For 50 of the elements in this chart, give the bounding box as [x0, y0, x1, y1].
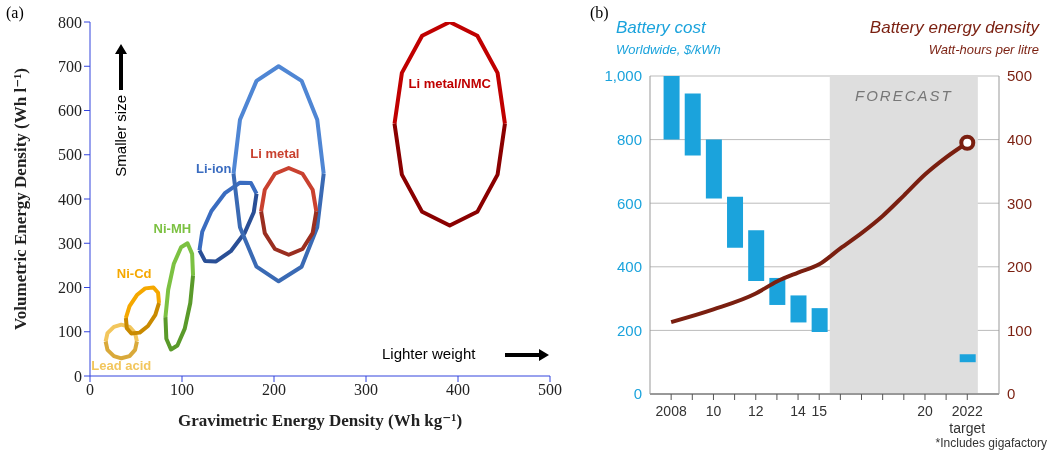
text: Watt-hours per litre: [928, 42, 1039, 57]
chart-title: (a): [6, 4, 24, 22]
y2-tick-label: 400: [1007, 130, 1033, 148]
x-tick-label: 400: [446, 381, 470, 399]
y-tick-label: 300: [58, 234, 82, 252]
y-tick-label: 600: [58, 102, 82, 120]
annotation: Smaller size: [112, 95, 129, 177]
series-label: Li-ion: [196, 160, 232, 176]
chart-title: (b): [590, 4, 609, 22]
y2-tick-label: 500: [1007, 67, 1033, 85]
text: *Includes gigafactory: [935, 436, 1047, 450]
band-label: FORECAST: [854, 86, 953, 104]
y-axis-title: Volumetric Energy Density (Wh l⁻¹): [11, 68, 31, 330]
y-tick-label: 800: [616, 130, 642, 148]
x-tick-label: 15: [811, 403, 828, 419]
y2-axis-title: Battery energy density: [869, 18, 1039, 38]
series-label: Ni-Cd: [116, 265, 152, 281]
y2-tick-label: 200: [1007, 258, 1033, 276]
x-tick-label: 12: [747, 403, 764, 419]
y-tick-label: 400: [616, 258, 642, 276]
y-tick-label: 200: [58, 279, 82, 297]
annotation: Lighter weight: [382, 345, 476, 362]
series-label: Lead acid: [91, 357, 152, 373]
y-tick-label: 100: [58, 323, 82, 341]
y-tick-label: 600: [616, 194, 642, 212]
x-tick-label: 200: [262, 381, 286, 399]
y-tick-label: 1,000: [604, 67, 642, 85]
y2-tick-label: 100: [1007, 321, 1033, 339]
y-tick-label: 200: [616, 321, 642, 339]
y-tick-label: 0: [74, 367, 82, 385]
x-tick-label: 14: [790, 403, 807, 419]
x-tick-label: 20: [917, 403, 933, 419]
x-tick-label: 2008: [655, 403, 687, 419]
x-tick-label: 10: [705, 403, 722, 419]
text: Worldwide, $/kWh: [616, 42, 721, 57]
x-tick-label: 0: [86, 381, 94, 399]
series-label: Ni-MH: [153, 221, 192, 237]
y2-tick-label: 300: [1007, 194, 1033, 212]
y-tick-label: 400: [58, 190, 82, 208]
y-tick-label: 700: [58, 57, 82, 75]
x-tick-label: 500: [538, 381, 562, 399]
x-tick-label: 100: [170, 381, 194, 399]
y-tick-label: 800: [58, 13, 82, 31]
x-tick-label: 300: [354, 381, 378, 399]
x-tick-label: 2022 target: [949, 403, 986, 436]
y-axis-title: Battery cost: [616, 18, 706, 38]
y-tick-label: 500: [58, 146, 82, 164]
series-label: Li metal/NMC: [408, 75, 492, 91]
x-axis-title: Gravimetric Energy Density (Wh kg⁻¹): [177, 411, 463, 430]
series-label: Li metal: [250, 146, 300, 162]
